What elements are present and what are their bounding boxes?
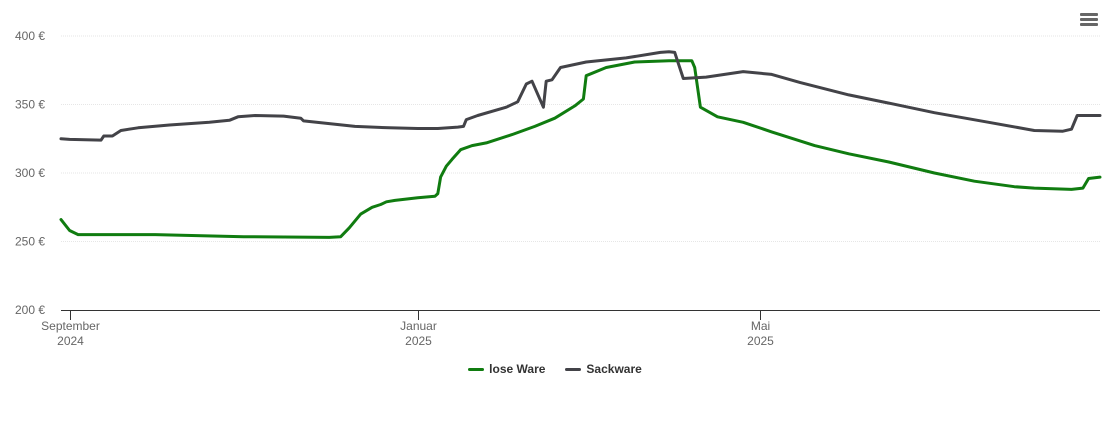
y-tick-label: 300 € (15, 166, 45, 180)
legend-label-sackware: Sackware (586, 362, 642, 376)
x-tick-sublabel: 2025 (747, 334, 774, 348)
legend-item-sackware[interactable]: Sackware (565, 362, 642, 376)
x-tick-label: Januar (400, 319, 437, 333)
y-tick-label: 200 € (15, 303, 45, 317)
legend-swatch-sackware (565, 367, 582, 371)
x-tick-label: Mai (751, 319, 770, 333)
legend-swatch-lose-ware (468, 367, 485, 371)
x-tick-sublabel: 2024 (57, 334, 84, 348)
plot-area (59, 50, 1102, 239)
x-tick-sublabel: 2025 (405, 334, 432, 348)
y-tick-label: 350 € (15, 98, 45, 112)
y-tick-label: 400 € (15, 29, 45, 43)
series-line-sackware[interactable] (59, 50, 1102, 142)
grid-lines (61, 35, 1100, 242)
x-tick-label: September (41, 319, 100, 333)
legend-item-lose-ware[interactable]: lose Ware (468, 362, 545, 376)
chart-menu-icon[interactable] (1080, 13, 1098, 29)
legend: lose Ware Sackware (0, 362, 1110, 376)
legend-label-lose-ware: lose Ware (489, 362, 546, 376)
series-line-lose-ware[interactable] (59, 59, 1102, 239)
y-tick-label: 250 € (15, 235, 45, 249)
y-axis: 200 € 250 € 300 € 350 € 400 € (15, 29, 45, 317)
